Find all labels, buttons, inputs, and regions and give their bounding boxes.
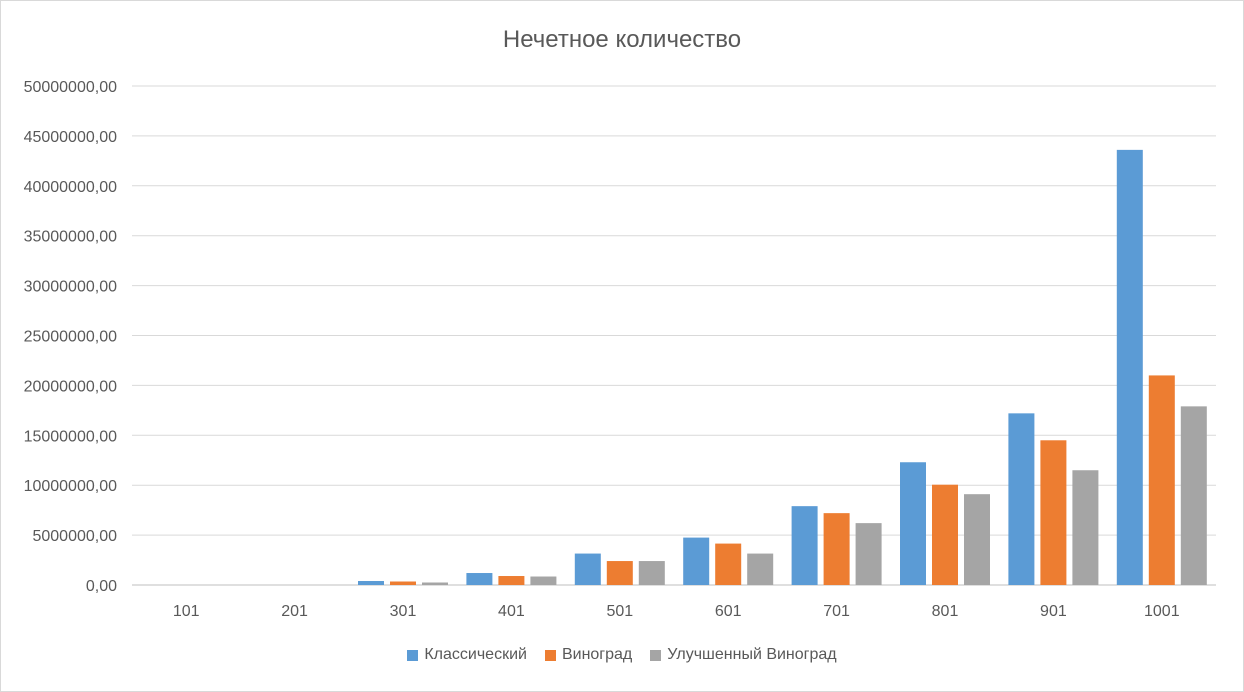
bar bbox=[574, 553, 601, 585]
x-tick-label: 1001 bbox=[1144, 603, 1180, 620]
legend-swatch bbox=[407, 649, 419, 661]
bar bbox=[638, 561, 665, 585]
bar bbox=[932, 484, 958, 585]
y-tick-label: 0,00 bbox=[86, 578, 117, 595]
bar bbox=[530, 576, 557, 585]
x-tick-label: 401 bbox=[498, 603, 525, 620]
bar bbox=[422, 582, 448, 585]
legend-label: Виноград bbox=[561, 646, 633, 663]
y-tick-label: 25000000,00 bbox=[24, 329, 118, 346]
bar bbox=[1008, 413, 1035, 585]
y-tick-label: 35000000,00 bbox=[24, 229, 118, 246]
bar bbox=[390, 581, 416, 585]
x-tick-label: 701 bbox=[823, 603, 850, 620]
bar bbox=[358, 581, 384, 585]
bar bbox=[1180, 406, 1207, 585]
bar bbox=[1116, 149, 1143, 585]
legend-item: Улучшенный Виноград bbox=[650, 646, 837, 664]
y-tick-label: 15000000,00 bbox=[24, 428, 118, 445]
x-tick-label: 901 bbox=[1040, 603, 1067, 620]
x-tick-label: 301 bbox=[390, 603, 417, 620]
legend-item: Виноград bbox=[544, 646, 633, 664]
bar bbox=[823, 513, 850, 585]
legend-label: Улучшенный Виноград bbox=[667, 646, 837, 663]
bar bbox=[855, 523, 882, 585]
bar bbox=[715, 543, 742, 585]
x-tick-label: 201 bbox=[281, 603, 308, 620]
x-tick-label: 801 bbox=[932, 603, 959, 620]
chart-title: Нечетное количество bbox=[502, 26, 742, 53]
x-tick-label: 601 bbox=[715, 603, 742, 620]
bar bbox=[1148, 375, 1175, 585]
legend-swatch bbox=[650, 649, 662, 661]
x-tick-label: 501 bbox=[606, 603, 633, 620]
x-tick-label: 101 bbox=[173, 603, 200, 620]
y-tick-label: 40000000,00 bbox=[24, 179, 118, 196]
bar bbox=[466, 573, 493, 585]
bar bbox=[964, 494, 990, 585]
y-tick-label: 10000000,00 bbox=[24, 478, 118, 495]
bar bbox=[683, 537, 710, 585]
bar bbox=[1072, 470, 1099, 585]
bar bbox=[747, 553, 774, 585]
bar bbox=[498, 576, 525, 585]
bar bbox=[791, 506, 818, 585]
y-tick-label: 45000000,00 bbox=[24, 129, 118, 146]
y-tick-label: 30000000,00 bbox=[24, 279, 118, 296]
y-tick-label: 20000000,00 bbox=[24, 378, 118, 395]
bar bbox=[900, 462, 926, 585]
legend-item: Классический bbox=[407, 646, 527, 664]
y-tick-label: 50000000,00 bbox=[24, 79, 118, 96]
legend: Классический Виноград Улучшенный Виноград bbox=[0, 646, 1244, 664]
y-tick-label: 5000000,00 bbox=[32, 528, 117, 545]
legend-label: Классический bbox=[424, 646, 527, 663]
bar bbox=[1040, 440, 1067, 585]
bar bbox=[606, 561, 633, 585]
legend-swatch bbox=[544, 649, 556, 661]
